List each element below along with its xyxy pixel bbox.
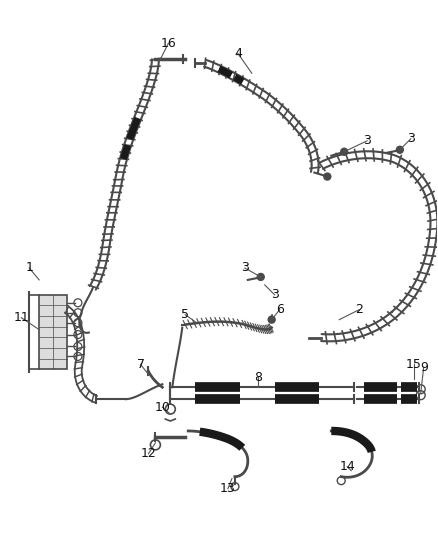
Text: 13: 13 bbox=[220, 482, 236, 495]
Circle shape bbox=[341, 148, 348, 155]
Text: 14: 14 bbox=[339, 460, 355, 473]
Circle shape bbox=[324, 173, 331, 180]
Circle shape bbox=[268, 316, 275, 323]
Circle shape bbox=[396, 146, 403, 153]
Text: 5: 5 bbox=[181, 308, 189, 321]
Text: 16: 16 bbox=[160, 37, 176, 50]
Text: 3: 3 bbox=[363, 134, 371, 147]
Text: 6: 6 bbox=[276, 303, 283, 316]
Text: 8: 8 bbox=[254, 371, 262, 384]
Text: 2: 2 bbox=[355, 303, 363, 316]
Text: 3: 3 bbox=[407, 132, 415, 146]
Text: 4: 4 bbox=[234, 47, 242, 60]
Text: 12: 12 bbox=[141, 447, 156, 461]
Bar bbox=[39, 295, 67, 369]
Text: 3: 3 bbox=[271, 288, 279, 301]
Text: 9: 9 bbox=[420, 361, 427, 374]
Text: 1: 1 bbox=[25, 262, 33, 274]
Text: 11: 11 bbox=[14, 311, 29, 324]
Text: 7: 7 bbox=[137, 358, 145, 371]
Text: 15: 15 bbox=[406, 358, 422, 371]
Text: 10: 10 bbox=[155, 401, 170, 414]
Text: 3: 3 bbox=[241, 262, 249, 274]
Circle shape bbox=[257, 273, 264, 280]
